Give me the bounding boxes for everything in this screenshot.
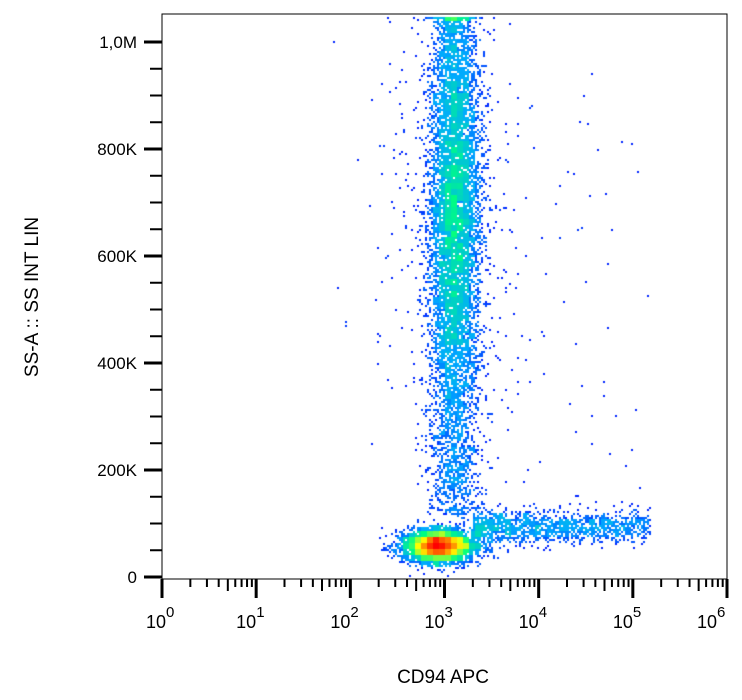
x-tick-label: 103: [425, 604, 453, 632]
y-tick-label: 0: [128, 568, 137, 587]
x-tick-label: 105: [613, 604, 641, 632]
x-tick-label: 100: [146, 604, 174, 632]
plot-frame: [161, 13, 728, 580]
y-axis-label: SS-A :: SS INT LIN: [22, 217, 43, 377]
x-axis-label: CD94 APC: [397, 667, 489, 688]
y-tick-label: 400K: [97, 354, 137, 373]
x-tick-label: 101: [236, 604, 264, 632]
y-tick-label: 800K: [97, 140, 137, 159]
y-tick-label: 1,0M: [99, 33, 137, 52]
y-tick-label: 200K: [97, 461, 137, 480]
density-points: [163, 15, 727, 579]
y-tick-label: 600K: [97, 247, 137, 266]
x-tick-label: 106: [697, 604, 725, 632]
x-tick-label: 102: [330, 604, 358, 632]
x-tick-label: 104: [519, 604, 547, 632]
